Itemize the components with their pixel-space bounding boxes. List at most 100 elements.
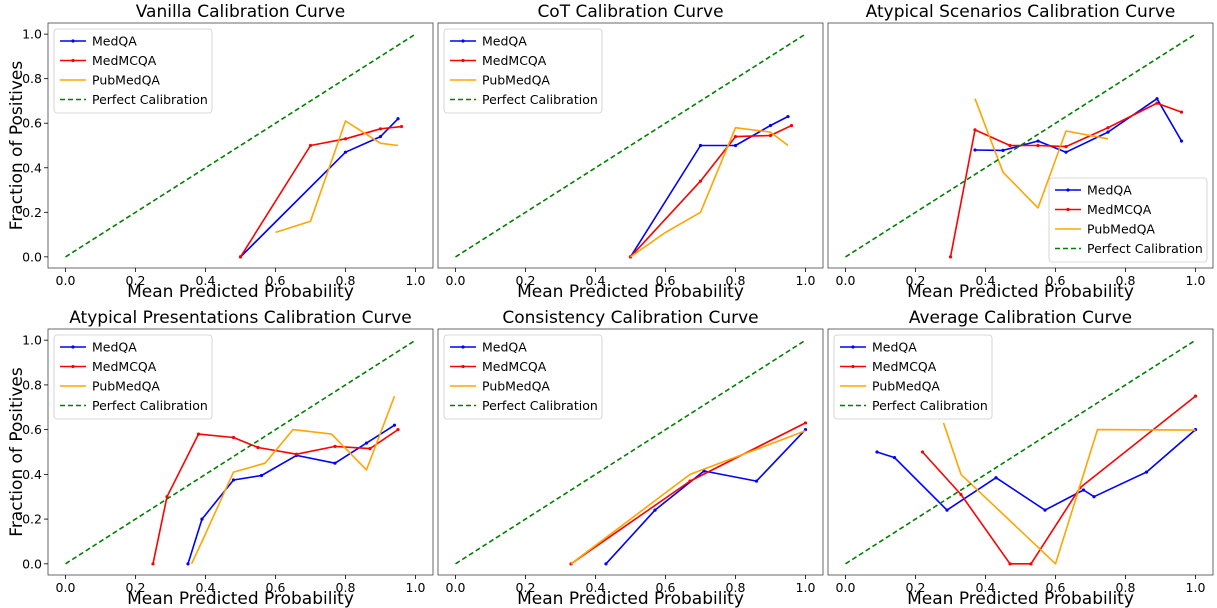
legend-label: PubMedQA: [872, 379, 940, 394]
data-point: [1036, 139, 1040, 143]
x-tick-label: 0.8: [726, 580, 746, 595]
legend-label: PubMedQA: [482, 379, 550, 394]
data-point: [1081, 488, 1086, 492]
data-point: [333, 461, 337, 465]
series-line-perfect-calibration: [455, 33, 806, 258]
legend-marker: [71, 345, 75, 349]
legend-marker: [71, 58, 75, 63]
data-point: [396, 117, 400, 121]
data-point: [333, 444, 337, 449]
x-tick-label: 0.4: [196, 273, 216, 288]
chart-panel-6: Average Calibration Curve 0.0 0.2 0.4 0.6 0.8…: [827, 308, 1214, 608]
x-tick-label: 0.2: [516, 580, 536, 595]
legend-box: [443, 28, 603, 114]
x-tick-label: 0.6: [656, 273, 676, 288]
series-line-pubmedqa: [275, 120, 399, 234]
x-tick-label: 0.2: [906, 273, 926, 288]
legend-label: Perfect Calibration: [1087, 241, 1203, 256]
legend-label: MedMCQA: [92, 53, 157, 68]
legend-label: MedMCQA: [482, 53, 547, 68]
data-point: [294, 452, 299, 456]
data-point: [1064, 145, 1068, 149]
data-point: [186, 562, 190, 566]
data-point: [256, 445, 260, 450]
x-tick-label: 0.0: [446, 273, 466, 288]
data-point: [973, 128, 977, 132]
legend-label: MedQA: [482, 34, 527, 49]
legend-box: [1048, 177, 1208, 263]
series-line-pubmedqa: [974, 98, 1109, 209]
data-point: [688, 479, 692, 483]
series-line-perfect-calibration: [65, 33, 416, 258]
legend-label: PubMedQA: [92, 73, 160, 88]
x-tick-label: 0.6: [266, 580, 286, 595]
x-tick-label: 0.4: [976, 273, 996, 288]
x-tick-label: 0.4: [196, 580, 216, 595]
data-point: [399, 124, 404, 129]
legend-box: [443, 334, 603, 420]
legend-label: PubMedQA: [482, 73, 550, 88]
legend-label: PubMedQA: [92, 379, 160, 394]
data-point: [368, 447, 372, 451]
data-point: [396, 428, 400, 432]
x-tick-label: 0.8: [336, 273, 356, 288]
data-point: [1155, 97, 1159, 101]
legend: MedQA MedMCQA PubMedQA Perfect Calibration: [443, 334, 603, 420]
series-line-pubmedqa: [942, 422, 1196, 565]
data-point: [392, 423, 397, 427]
data-point: [238, 255, 243, 259]
x-tick-label: 0.8: [1116, 273, 1136, 288]
x-tick-label: 1.0: [796, 580, 816, 595]
y-axis-label: Fraction of Positives: [7, 367, 27, 537]
data-point: [653, 508, 657, 512]
data-point: [196, 432, 201, 436]
data-point: [789, 123, 794, 128]
data-point: [343, 150, 348, 154]
legend-label: Perfect Calibration: [92, 398, 208, 413]
x-tick-label: 1.0: [796, 273, 816, 288]
data-point: [733, 143, 738, 148]
data-point: [308, 143, 313, 148]
x-axis-label: Mean Predicted Probability: [517, 589, 744, 608]
y-tick-label: 0.4: [22, 467, 42, 482]
data-point: [945, 508, 949, 512]
legend-label: MedMCQA: [92, 359, 157, 374]
legend-label: MedQA: [482, 340, 527, 355]
data-point: [364, 441, 369, 445]
legend-marker: [1066, 188, 1070, 192]
y-tick-label: 1.0: [22, 27, 42, 42]
legend-marker: [1066, 207, 1070, 212]
x-tick-label: 0.2: [906, 580, 926, 595]
chart-title: CoT Calibration Curve: [537, 2, 723, 22]
x-axis-label: Mean Predicted Probability: [907, 589, 1134, 608]
y-tick-label: 0.8: [22, 71, 42, 86]
data-point: [768, 133, 773, 138]
y-tick-label: 1.0: [22, 333, 42, 348]
x-tick-label: 0.0: [836, 273, 856, 288]
data-point: [1092, 495, 1096, 499]
data-point: [343, 137, 348, 141]
chart-panel-1: Vanilla Calibration Curve 0.0 0.2 0.4 0.6 0.8…: [7, 2, 434, 302]
legend-marker: [851, 345, 855, 349]
x-tick-label: 0.0: [446, 580, 466, 595]
x-tick-label: 0.4: [976, 580, 996, 595]
y-tick-label: 0.2: [22, 512, 42, 527]
x-tick-label: 0.2: [126, 273, 146, 288]
chart-panel-3: Atypical Scenarios Calibration Curve 0.0 0…: [827, 2, 1214, 302]
data-point: [1008, 562, 1012, 566]
series-line-perfect-calibration: [65, 339, 416, 565]
legend: MedQA MedMCQA PubMedQA Perfect Calibration: [833, 334, 993, 420]
chart-title: Atypical Scenarios Calibration Curve: [866, 2, 1176, 22]
x-tick-label: 1.0: [1186, 580, 1206, 595]
chart-title: Average Calibration Curve: [909, 308, 1132, 328]
data-point: [231, 435, 236, 440]
legend-label: MedQA: [1087, 183, 1132, 198]
data-point: [604, 562, 608, 566]
data-point: [231, 478, 236, 482]
x-tick-label: 1.0: [406, 273, 426, 288]
legend-label: MedQA: [92, 34, 137, 49]
series-line-pubmedqa: [570, 430, 806, 565]
data-point: [151, 562, 155, 566]
legend-label: Perfect Calibration: [482, 92, 598, 107]
data-point: [733, 134, 738, 139]
